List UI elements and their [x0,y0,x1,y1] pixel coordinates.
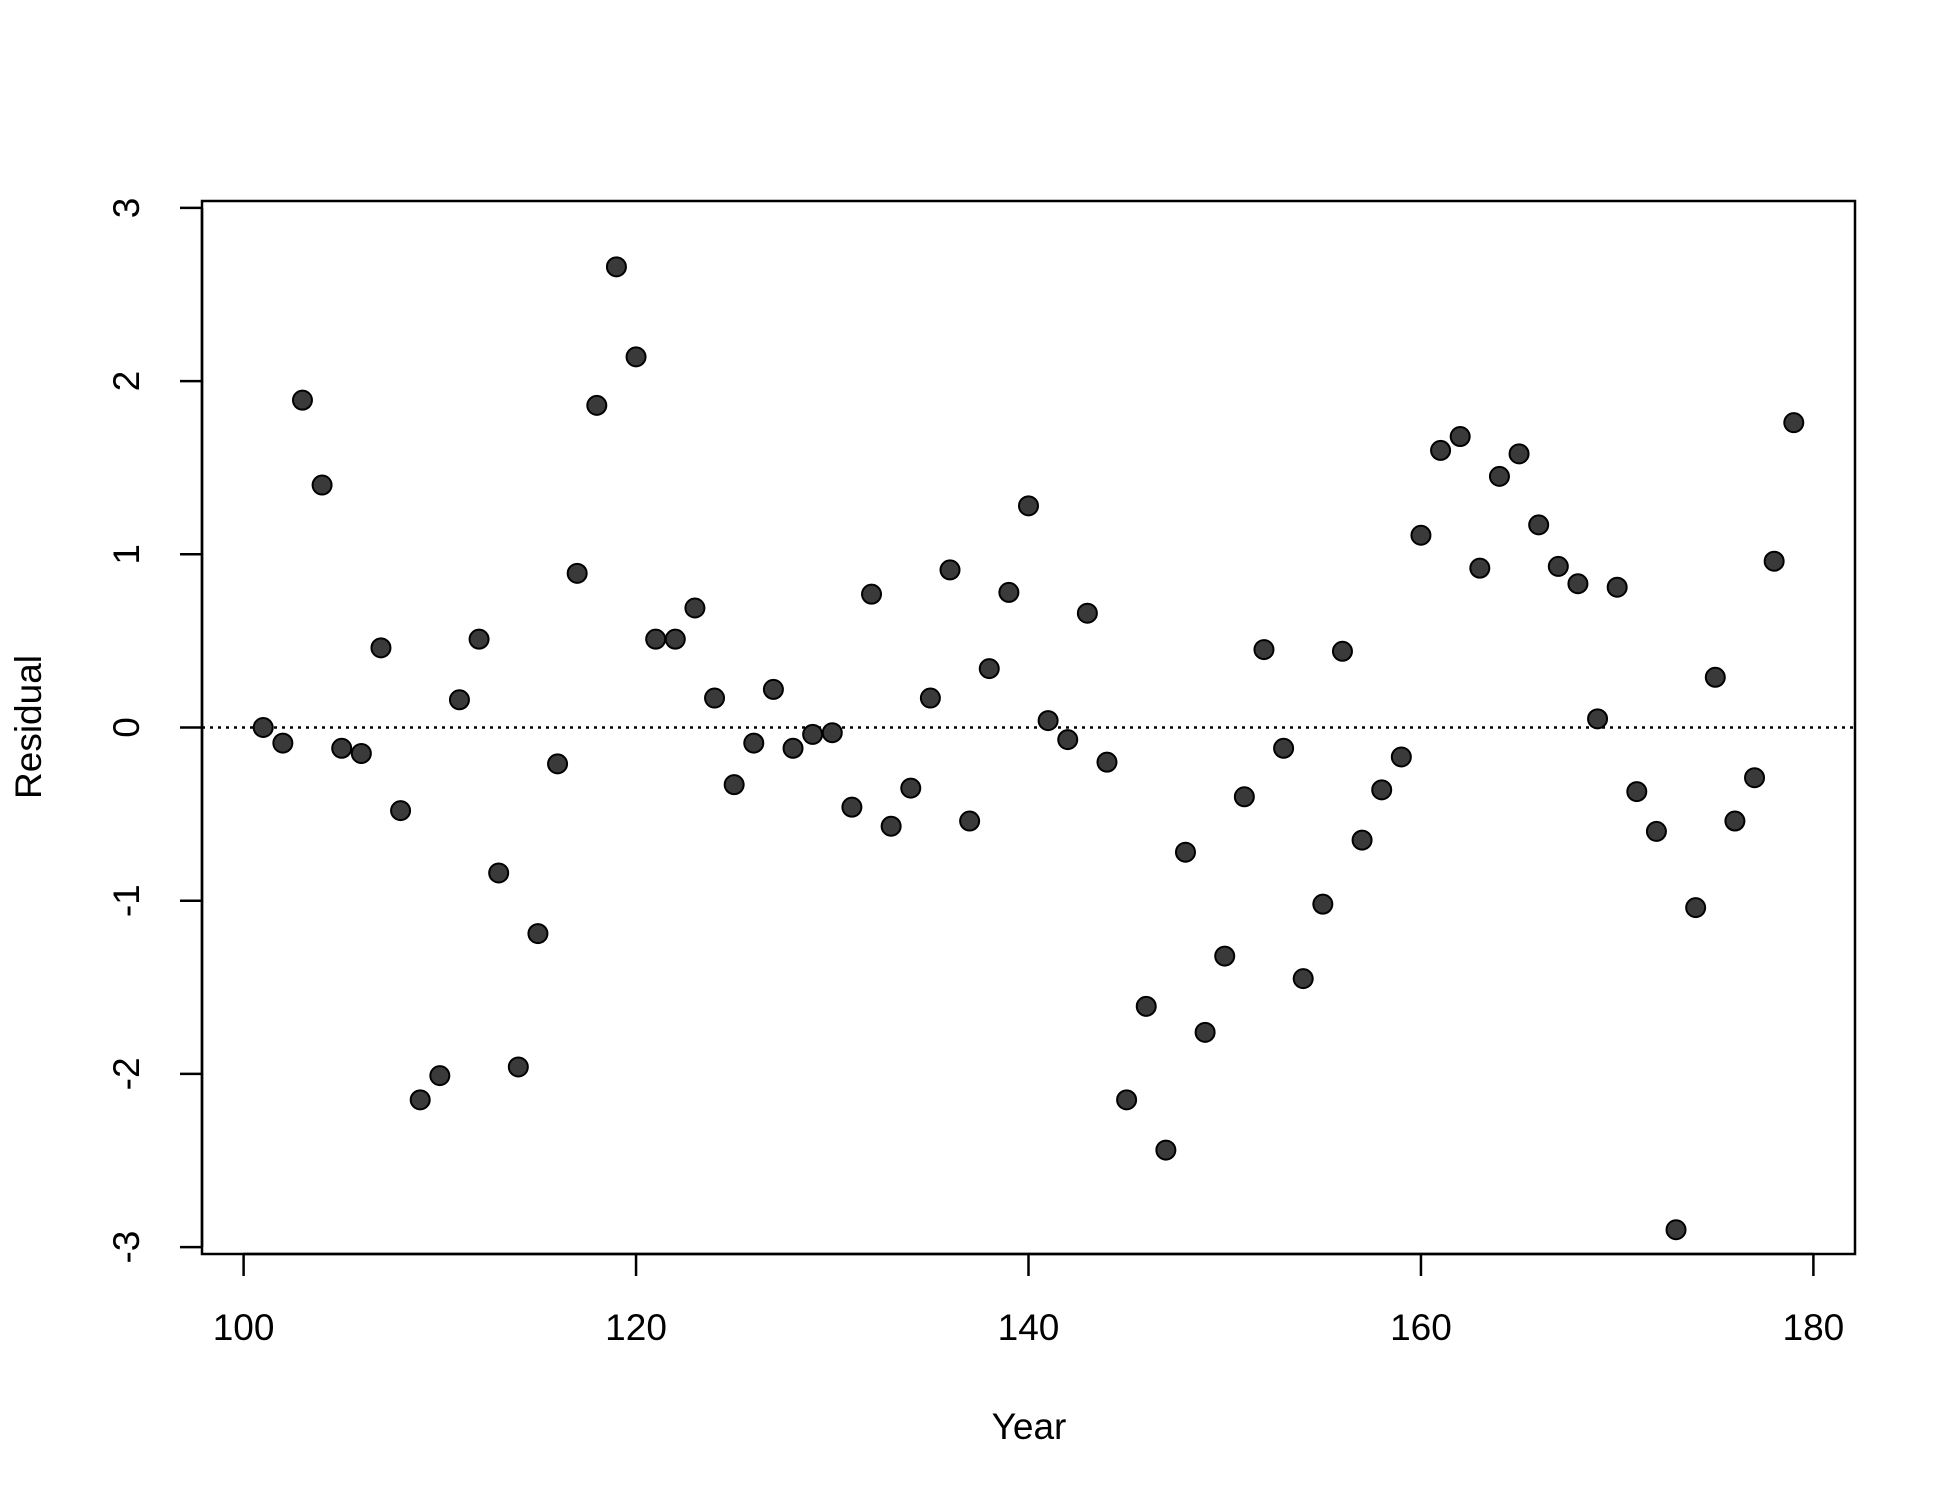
x-tick-label: 180 [1783,1307,1845,1348]
point [1724,810,1746,832]
point [1037,710,1059,732]
x-axis-label: Year [992,1406,1067,1447]
point [1057,729,1079,751]
y-tick-label: -2 [106,1057,147,1090]
point [880,815,902,837]
point [1135,995,1157,1017]
point [919,687,941,709]
point [998,581,1020,603]
point [1331,640,1353,662]
point [429,1065,451,1087]
point [861,583,883,605]
point [1076,602,1098,624]
point [1371,779,1393,801]
point [1547,555,1569,577]
point [1430,439,1452,461]
point [1704,666,1726,688]
point [1783,412,1805,434]
point [1155,1139,1177,1161]
y-axis-label: Residual [8,655,49,799]
point [488,862,510,884]
point [1587,708,1609,730]
point [252,717,274,738]
point [978,658,1000,680]
point [566,562,588,584]
point [900,777,922,799]
point [1194,1021,1216,1043]
point [645,628,667,650]
point [1096,751,1118,773]
y-tick-label: -1 [106,884,147,917]
point [586,394,608,416]
point [841,796,863,818]
point [311,474,333,496]
y-tick-label: 2 [106,371,147,392]
point [1174,841,1196,863]
point [959,810,981,832]
point [370,637,392,659]
point [1744,767,1766,789]
point [1488,465,1510,487]
point [1351,829,1373,851]
point [723,774,745,796]
point [1528,514,1550,536]
point [1763,550,1785,572]
point [331,737,353,759]
x-tick-label: 140 [998,1307,1060,1348]
point [1449,426,1471,448]
y-tick-label: -3 [106,1231,147,1264]
point [762,678,784,700]
x-tick-label: 120 [605,1307,667,1348]
point [1018,495,1039,517]
point [468,628,490,650]
point [625,346,647,368]
point [1606,576,1628,598]
point [547,753,569,775]
point [704,687,726,709]
point [782,737,804,759]
point [1567,573,1589,595]
y-tick-label: 3 [106,198,147,219]
point [1312,893,1334,915]
point [605,256,627,278]
point [448,689,470,711]
point [1390,746,1412,768]
point [350,742,372,764]
point [1645,820,1667,842]
point [507,1056,529,1078]
point [684,597,706,619]
point [390,800,412,822]
point [1410,524,1432,546]
point [743,732,765,754]
x-tick-label: 160 [1390,1307,1452,1348]
point [1214,945,1236,967]
point [1233,786,1255,808]
point [272,732,294,754]
y-tick-label: 0 [106,717,147,738]
x-tick-label: 100 [213,1307,275,1348]
y-tick-label: 1 [106,544,147,565]
point [1626,781,1648,803]
point [1508,443,1530,465]
point [1253,639,1275,661]
point [527,923,549,945]
point [802,723,824,745]
point [1469,557,1491,579]
point [1116,1089,1138,1111]
point [1292,968,1314,990]
point [1685,897,1707,919]
point [409,1089,431,1111]
point [664,628,686,650]
point [1665,1219,1687,1241]
point [1273,737,1295,759]
point [939,559,961,581]
point [291,389,313,411]
point [821,722,843,744]
